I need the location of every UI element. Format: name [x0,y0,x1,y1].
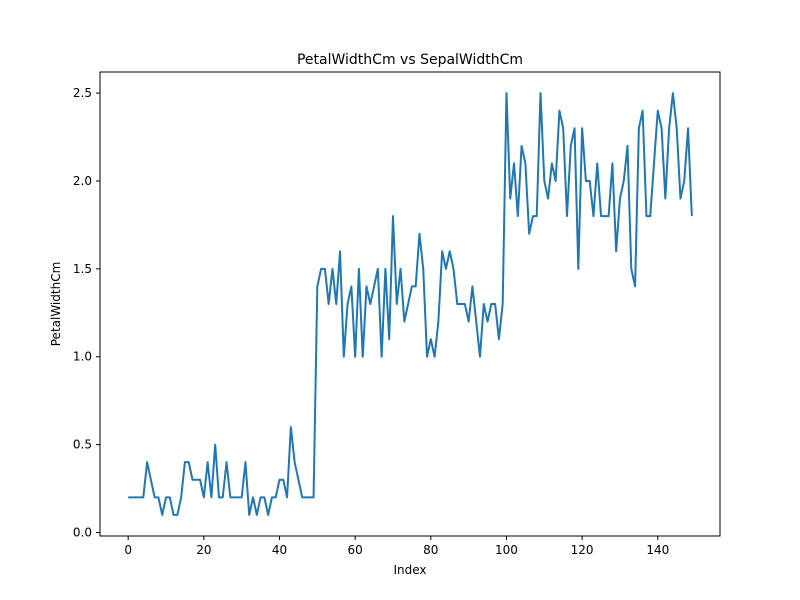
x-tick-label: 20 [196,543,211,557]
plot-line-layer [128,92,693,516]
plot-frame [99,71,721,537]
y-tick-label: 1.0 [73,350,92,364]
x-axis-label: Index [393,563,426,577]
y-axis-ticks: 0.0 0.5 1.0 1.5 2.0 2.5 [73,86,100,539]
chart-title: PetalWidthCm vs SepalWidthCm [297,52,523,68]
x-tick-label: 120 [571,543,594,557]
x-tick-label: 80 [423,543,438,557]
x-tick-label: 40 [272,543,287,557]
y-tick-label: 2.5 [73,86,92,100]
y-tick-label: 0.0 [73,525,92,539]
y-axis-label: PetalWidthCm [49,262,63,347]
x-tick-label: 0 [124,543,132,557]
x-tick-label: 140 [646,543,669,557]
y-tick-label: 1.5 [73,262,92,276]
x-tick-label: 60 [348,543,363,557]
x-axis-ticks: 0 20 40 60 80 100 120 140 [124,536,669,557]
y-tick-label: 0.5 [73,438,92,452]
y-tick-label: 2.0 [73,174,92,188]
series-line-0 [128,92,693,516]
x-tick-label: 100 [495,543,518,557]
